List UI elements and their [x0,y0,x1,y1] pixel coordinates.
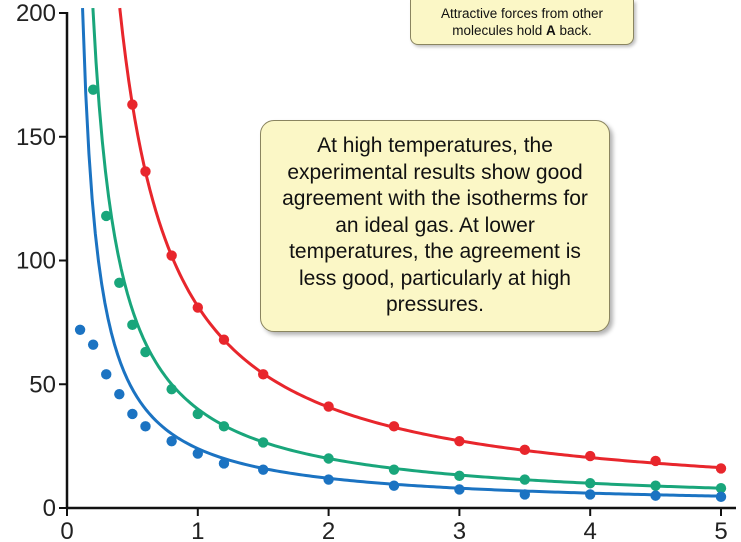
data-point [114,277,125,288]
data-point [323,474,334,485]
data-point [218,458,230,469]
data-point [715,483,727,494]
data-point [218,334,230,345]
data-point [166,384,177,395]
data-point [585,478,596,489]
axis-ticks: 0 50 100 150 200 0 1 2 3 4 5 [16,0,728,542]
data-point [519,489,530,500]
x-tick-label: 4 [584,518,597,542]
y-tick-label: 100 [16,248,56,275]
data-point [650,490,661,501]
data-point [585,489,596,500]
data-point [388,464,400,475]
x-tick-label: 5 [714,518,727,542]
x-tick-label: 3 [453,518,466,542]
data-point [388,480,400,491]
y-tick-label: 50 [29,371,56,398]
data-point [166,250,177,261]
data-point [140,421,151,432]
data-point [140,166,151,177]
data-point [650,455,661,467]
x-tick-label: 0 [60,518,73,542]
data-point [323,453,334,464]
x-tick-label: 1 [191,518,204,542]
data-point [258,464,269,475]
note-line-2-pre: molecules hold [452,23,547,38]
temperature-agreement-note: At high temperatures, the experimental r… [260,120,610,332]
data-point [388,421,400,432]
data-point [166,435,177,447]
data-point [127,408,138,420]
data-point [140,346,151,358]
data-point [101,210,112,222]
data-point [114,388,125,400]
data-point [454,484,465,495]
y-tick-label: 0 [43,495,56,522]
data-point [127,99,138,110]
data-point [323,401,334,412]
y-tick-label: 150 [16,124,56,151]
data-point [101,369,112,380]
data-point [650,480,661,491]
data-point [87,84,99,95]
data-point [192,408,203,420]
data-point [192,448,203,459]
data-point [454,435,465,447]
note-line-1: Attractive forces from other [440,6,604,21]
x-tick-label: 2 [322,518,335,542]
data-point [715,491,727,503]
data-point [192,302,203,313]
y-tick-label: 200 [16,0,56,27]
data-point [519,444,530,456]
data-point [715,463,727,474]
note-line-2-post: back. [555,23,592,38]
data-point [87,339,99,350]
data-point [218,421,230,432]
data-points [74,84,727,503]
data-point [258,437,269,448]
data-point [585,450,596,462]
isotherm-curve-3 [81,7,722,498]
data-point [519,474,530,485]
data-point [454,470,465,482]
note-line-2-bold: A [546,23,556,38]
data-point [127,319,138,331]
temperature-agreement-text: At high temperatures, the experimental r… [282,134,588,317]
isotherm-curve-1 [118,7,722,470]
data-point [74,324,86,335]
data-point [258,369,269,380]
attractive-forces-note: Attractive forces from other molecules h… [410,0,634,45]
note-line-2: molecules hold A back. [411,22,633,39]
